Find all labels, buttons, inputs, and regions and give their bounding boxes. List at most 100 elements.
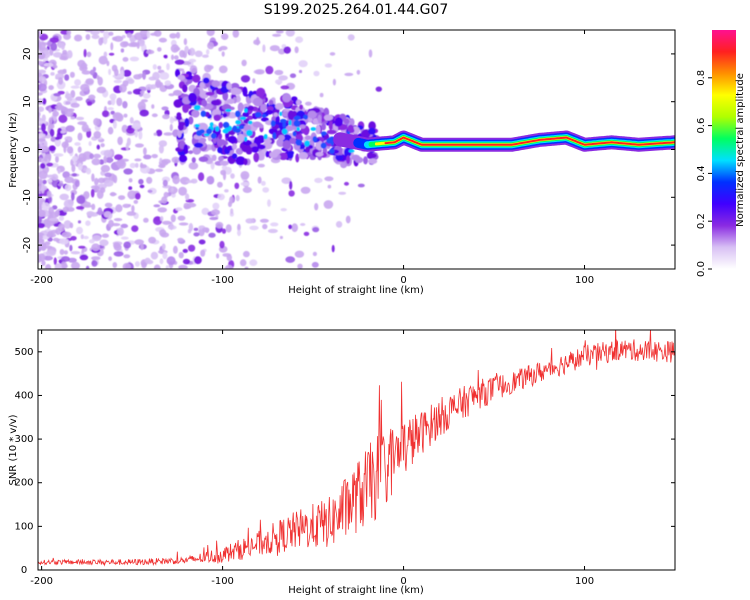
heatmap-cell [103, 179, 114, 187]
heatmap-cell [122, 69, 132, 77]
heatmap-cell [74, 142, 81, 146]
heatmap-cell [162, 114, 170, 120]
heatmap-cell [49, 128, 55, 137]
heatmap-cell [163, 132, 173, 136]
heatmap-cell [171, 54, 174, 61]
heatmap-cell [345, 215, 351, 224]
snr-x-tick-label: 100 [575, 576, 594, 587]
heatmap-cell [251, 146, 260, 153]
heatmap-cell [77, 220, 82, 224]
heatmap-cell [221, 165, 228, 171]
heatmap-cell [153, 204, 161, 208]
heatmap-cell [287, 110, 295, 121]
heatmap-cell [97, 177, 106, 184]
heatmap-cell [77, 157, 87, 163]
heatmap-cell [230, 208, 234, 215]
heatmap-cell [300, 223, 306, 226]
heatmap-cell [206, 49, 210, 55]
heatmap-cell [193, 104, 201, 111]
heatmap-cell [206, 65, 214, 70]
heatmap-cell [173, 245, 178, 254]
heatmap-cell [192, 74, 201, 83]
heatmap-cell [293, 120, 301, 127]
heatmap-cell [210, 161, 215, 170]
snr-frame [37, 329, 676, 571]
heatmap-cell [315, 140, 324, 151]
heatmap-cell [44, 241, 51, 246]
heatmap-cell [161, 106, 169, 111]
heatmap-cell [114, 154, 123, 161]
heatmap-cell [161, 158, 171, 164]
heatmap-cell [135, 162, 139, 168]
heatmap-cell [88, 239, 95, 244]
heatmap-cell [313, 70, 320, 77]
heatmap-cell [124, 30, 134, 35]
heatmap-cell [139, 109, 149, 117]
heatmap-cell [50, 42, 58, 51]
heatmap-cell [63, 250, 68, 255]
heatmap-cell [188, 244, 196, 252]
heatmap-cell [366, 152, 374, 159]
heatmap-cell [218, 122, 223, 129]
heatmap-cell [183, 205, 192, 210]
heatmap-cell [54, 105, 65, 110]
heatmap-cell [39, 54, 45, 60]
heatmap-cell [47, 40, 52, 48]
heatmap-cell [91, 256, 101, 261]
heatmap-cell [114, 68, 119, 77]
heatmap-cell [235, 88, 242, 95]
heatmap-cell [219, 65, 228, 74]
heatmap-cell [135, 192, 141, 200]
heatmap-cell [134, 32, 144, 41]
heatmap-cell [52, 52, 63, 58]
heatmap-cell [193, 142, 204, 148]
heatmap-cell [299, 104, 304, 110]
heatmap-cell [150, 251, 159, 260]
heatmap-cell [261, 114, 267, 118]
heatmap-cell [140, 243, 144, 251]
heatmap-cell [224, 264, 234, 269]
heatmap-cell [62, 206, 70, 213]
heatmap-cell [262, 44, 266, 53]
heatmap-cell [288, 119, 292, 126]
heatmap-cell [151, 104, 155, 109]
heatmap-cell [69, 71, 75, 78]
heatmap-cell [38, 60, 44, 65]
heatmap-cell [146, 176, 153, 184]
heatmap-cell [170, 214, 176, 223]
heatmap-cell [256, 87, 266, 98]
heatmap-cell [65, 125, 75, 132]
heatmap-cell [165, 265, 169, 269]
heatmap-cell [211, 80, 220, 88]
spectrogram-y-tick-label: -10 [22, 189, 33, 205]
heatmap-cell [58, 77, 64, 85]
heatmap-cell [151, 113, 158, 118]
heatmap-cell [38, 92, 43, 96]
heatmap-cell [64, 74, 70, 81]
heatmap-cell [294, 46, 299, 54]
heatmap-cell [50, 72, 55, 76]
heatmap-cell [185, 180, 194, 184]
heatmap-cell [222, 128, 229, 134]
heatmap-cell [202, 227, 210, 233]
heatmap-cell [108, 68, 112, 76]
heatmap-cell [154, 168, 164, 172]
heatmap-cell [38, 209, 46, 218]
heatmap-cell [54, 138, 61, 147]
heatmap-cell [57, 69, 67, 75]
heatmap-cell [327, 184, 332, 189]
heatmap-cell [38, 30, 42, 37]
heatmap-cell [78, 245, 86, 249]
heatmap-cell [52, 110, 59, 117]
heatmap-cell [368, 127, 376, 135]
heatmap-cell [245, 129, 253, 137]
heatmap-cell [38, 235, 43, 240]
heatmap-cell [226, 98, 235, 105]
heatmap-cell [273, 112, 279, 117]
heatmap-cell [184, 118, 190, 128]
heatmap-cell [59, 249, 65, 255]
heatmap-cell [189, 65, 198, 74]
heatmap-cell [57, 168, 61, 174]
heatmap-cell [138, 178, 144, 185]
